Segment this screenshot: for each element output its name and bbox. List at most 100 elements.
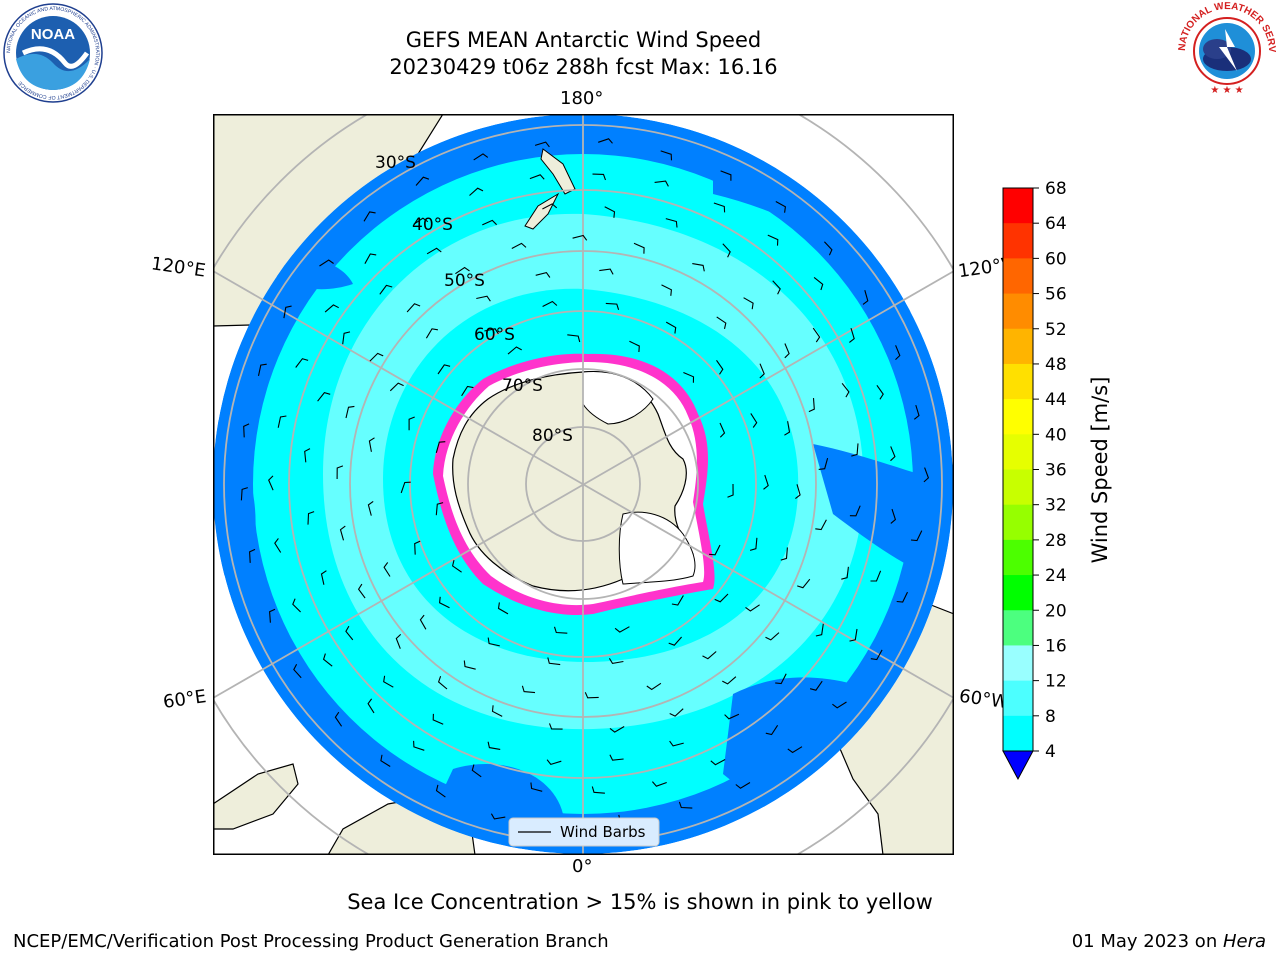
wind-barb [832, 701, 847, 709]
wind-barb [669, 740, 684, 747]
wind-barb [463, 660, 476, 670]
low-wind-patch [723, 677, 893, 814]
wind-barb [633, 242, 645, 254]
wind-barb [709, 544, 721, 556]
wind-barb [482, 219, 497, 226]
wind-barb [295, 358, 309, 368]
wind-barb [345, 625, 354, 641]
wind-barb [722, 243, 731, 258]
wind-barb [923, 467, 930, 483]
wind-barb [535, 271, 551, 278]
wind-barb [665, 321, 677, 334]
wind-barb [660, 150, 673, 161]
wind-barb [614, 626, 630, 633]
colorbar-swatch [1003, 434, 1033, 470]
wind-barb [406, 303, 421, 313]
wind-barb [269, 608, 276, 623]
colorbar-tick-label: 40 [1045, 425, 1067, 445]
wind-barb [324, 304, 339, 313]
wind-barb [249, 548, 256, 563]
wind-barb [240, 487, 248, 501]
wind-barb [342, 331, 351, 345]
low-wind-patch [273, 254, 353, 290]
wind-barb [743, 297, 754, 310]
colorbar-swatch [1003, 328, 1033, 365]
map-legend: Wind Barbs [508, 817, 660, 847]
colorbar-tick-label: 16 [1045, 636, 1067, 656]
colorbar-tick-label: 64 [1045, 214, 1067, 234]
wind-barb [380, 754, 391, 767]
wind-barb [439, 596, 450, 609]
wind-barb [357, 583, 366, 599]
wind-barb [767, 234, 779, 246]
wind-barb [400, 481, 411, 494]
wind-barb [797, 578, 811, 589]
wind-barb [292, 598, 301, 613]
wind-barb [491, 705, 503, 717]
wind-barb [809, 680, 823, 691]
wind-barb [469, 187, 484, 196]
colorbar-label: Wind Speed [m/s] [1088, 377, 1112, 564]
wind-barb [383, 675, 394, 688]
wind-barb [599, 268, 614, 275]
wind-barb [775, 673, 787, 685]
noaa-logo: NOAA NATIONAL OCEANIC AND ATMOSPHERIC AD… [3, 3, 103, 103]
footer-date: 01 May 2023 on Hera [1072, 931, 1266, 952]
wind-barb [849, 628, 858, 642]
lon-label-60e: 60°E [161, 686, 208, 713]
colorbar-swatch [1003, 680, 1033, 717]
wind-barb [530, 782, 543, 792]
wind-barb [818, 457, 829, 470]
colorbar-swatch [1003, 610, 1033, 646]
wind-barb [389, 382, 404, 392]
colorbar-swatch [1003, 258, 1033, 295]
wind-barb [567, 334, 581, 343]
wind-barb [584, 692, 599, 699]
wind-barb [661, 284, 672, 296]
wind-barb [383, 562, 391, 577]
wind-barb [849, 505, 861, 517]
wind-barb [293, 663, 302, 679]
wind-barb [336, 465, 344, 480]
wind-barb [553, 626, 568, 634]
wind-barb [784, 421, 791, 436]
wind-barb [841, 382, 850, 398]
nws-logo: NATIONAL WEATHER SERVICE ★ ★ ★ [1177, 1, 1277, 99]
lon-label-0: 0° [572, 856, 593, 877]
wind-barb [317, 391, 331, 402]
low-wind-patch [213, 414, 256, 584]
wind-barb [692, 263, 705, 272]
wind-barb [671, 595, 684, 606]
wind-barb [896, 591, 908, 603]
colorbar-tick-label: 52 [1045, 320, 1067, 340]
wind-barb [812, 327, 821, 343]
wind-barb [548, 723, 563, 730]
wind-barb [521, 685, 536, 694]
colorbar-tick-label: 60 [1045, 249, 1067, 269]
lat-label-70s: 70°S [502, 376, 543, 396]
wind-barb [487, 741, 501, 750]
wind-barb [364, 253, 377, 264]
wind-barb [435, 441, 446, 453]
wind-barb [668, 636, 683, 646]
colorbar-tick-label: 4 [1045, 742, 1056, 762]
wind-barb [542, 203, 558, 210]
colorbar-tick-label: 28 [1045, 531, 1067, 551]
wind-barb [534, 141, 550, 148]
wind-barb [823, 241, 833, 256]
wind-barb [604, 206, 616, 218]
colorbar-swatch [1003, 715, 1033, 752]
wind-barb [784, 343, 790, 359]
wind-barb [598, 138, 613, 144]
wind-barb [724, 713, 740, 720]
map-title: GEFS MEAN Antarctic Wind Speed [405, 28, 762, 52]
polar-map: 30°S 40°S 50°S 60°S 70°S 80°S Wind Barbs [213, 114, 954, 855]
wind-barb [913, 404, 920, 420]
wind-barb [471, 764, 482, 778]
colorbar-tick-label: 8 [1045, 707, 1056, 727]
colorbar-swatch [1003, 223, 1033, 259]
wind-barb [319, 259, 334, 267]
lat-label-60s: 60°S [474, 325, 515, 345]
wind-barb [490, 813, 506, 820]
wind-barb [268, 475, 274, 491]
